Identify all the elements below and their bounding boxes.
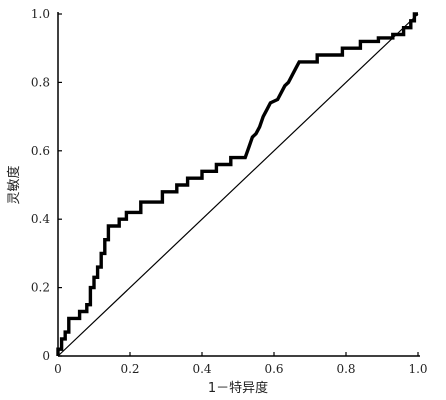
y-tick-label: 1.0 [31, 7, 50, 21]
y-axis-label: 灵敏度 [6, 165, 22, 204]
reference-diagonal-line [57, 13, 419, 357]
y-tick-label: 0 [42, 349, 50, 363]
roc-curve-line [56, 12, 418, 356]
y-tick-label: 0.6 [31, 144, 50, 158]
y-ticks: 0 0.2 0.4 0.6 0.8 1.0 [31, 7, 62, 363]
x-tick-label: 1.0 [408, 362, 427, 376]
x-tick-label: 0.8 [336, 362, 355, 376]
y-tick-label: 0.8 [31, 75, 50, 89]
y-tick-label: 0.2 [31, 281, 50, 295]
x-tick-label: 0.2 [120, 362, 139, 376]
x-tick-label: 0.6 [264, 362, 283, 376]
y-tick-label: 0.4 [31, 212, 50, 226]
x-axis-label: 1－特异度 [208, 380, 268, 396]
x-tick-label: 0.4 [192, 362, 211, 376]
x-tick-label: 0 [54, 362, 62, 376]
plot-area: 0 0.2 0.4 0.6 0.8 1.0 00.20.40.60.81.0 1－特异度 … [6, 7, 428, 396]
x-ticks: 0 0.2 0.4 0.6 0.8 1.0 [54, 352, 428, 376]
